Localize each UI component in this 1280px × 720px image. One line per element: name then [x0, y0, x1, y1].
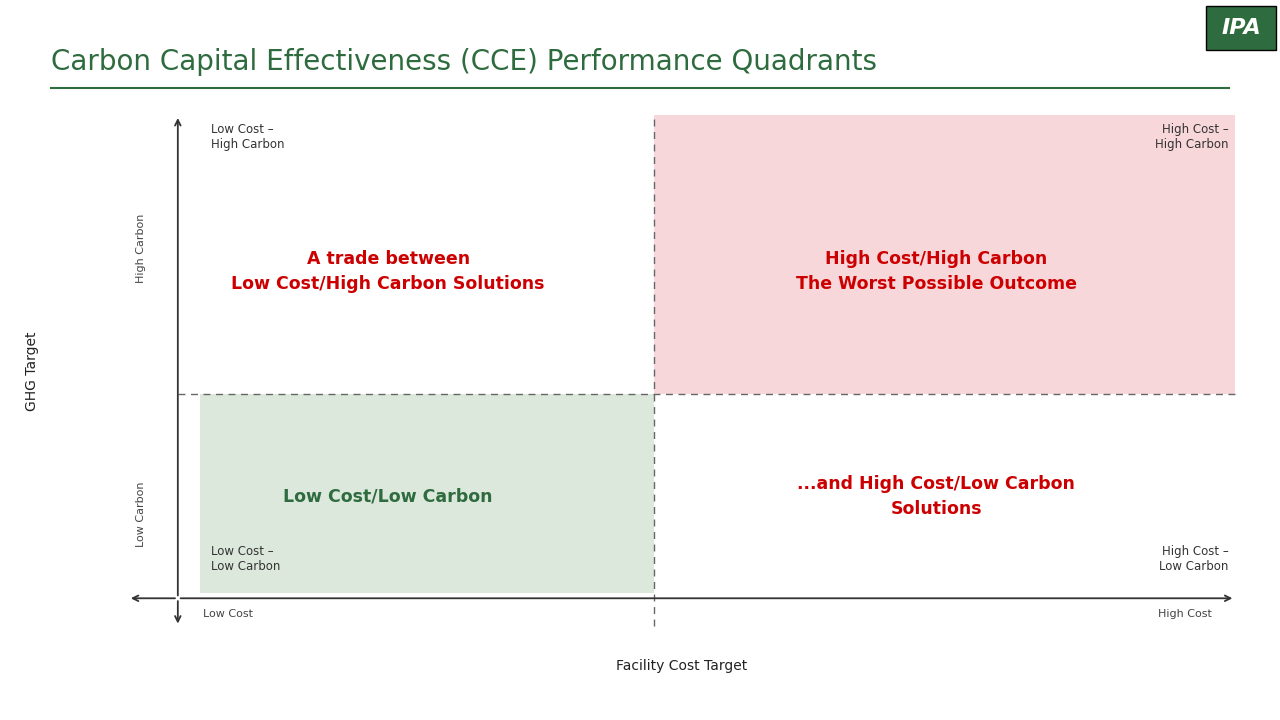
Text: High Carbon: High Carbon — [136, 213, 146, 283]
Text: High Cost/High Carbon
The Worst Possible Outcome: High Cost/High Carbon The Worst Possible… — [796, 250, 1076, 292]
Text: Low Cost: Low Cost — [202, 609, 252, 619]
Text: IPA: IPA — [1221, 18, 1261, 38]
Text: Low Cost –
High Carbon: Low Cost – High Carbon — [211, 123, 284, 151]
Text: High Cost –
High Carbon: High Cost – High Carbon — [1156, 123, 1229, 151]
Text: Facility Cost Target: Facility Cost Target — [616, 659, 748, 673]
Text: ...and High Cost/Low Carbon
Solutions: ...and High Cost/Low Carbon Solutions — [797, 474, 1075, 518]
Text: Low Carbon: Low Carbon — [136, 481, 146, 546]
Text: A trade between
Low Cost/High Carbon Solutions: A trade between Low Cost/High Carbon Sol… — [232, 250, 545, 292]
Text: GHG Target: GHG Target — [26, 331, 38, 410]
Text: Low Cost –
Low Carbon: Low Cost – Low Carbon — [211, 545, 280, 572]
Text: High Cost: High Cost — [1158, 609, 1212, 619]
Text: Low Cost/Low Carbon: Low Cost/Low Carbon — [283, 487, 493, 505]
Text: High Cost –
Low Carbon: High Cost – Low Carbon — [1160, 545, 1229, 572]
Text: Carbon Capital Effectiveness (CCE) Performance Quadrants: Carbon Capital Effectiveness (CCE) Perfo… — [51, 48, 877, 76]
